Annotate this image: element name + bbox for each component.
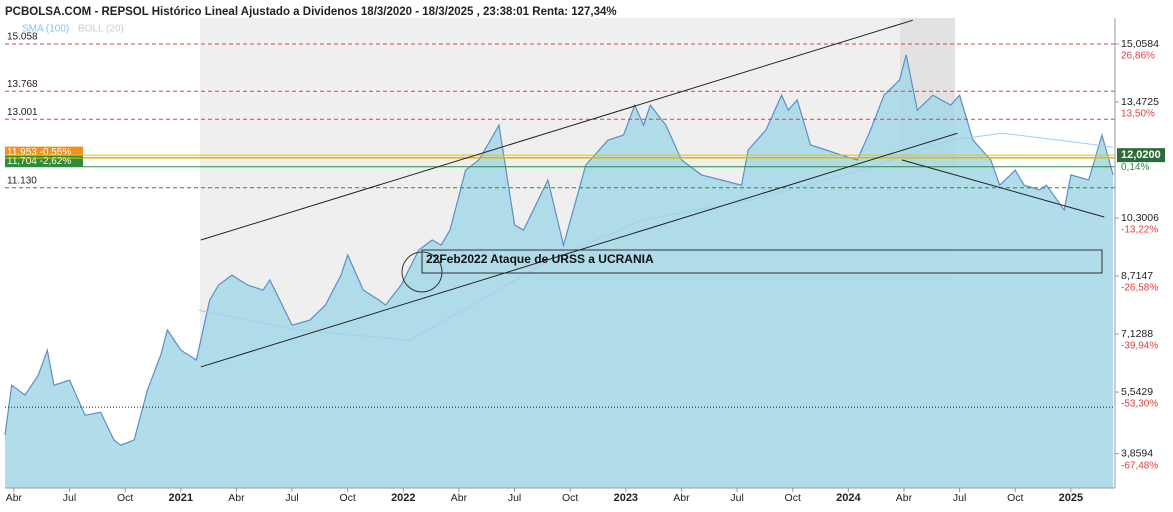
x-tick-label: Jul: [730, 492, 743, 504]
annotation-text: 22Feb2022 Ataque de URSS a UCRANIA: [426, 252, 654, 266]
x-tick-label: Abr: [451, 492, 468, 504]
y-tick-percent: -53,30%: [1121, 399, 1158, 410]
x-tick-label: Abr: [228, 492, 245, 504]
level-label: 11,704 -2,62%: [7, 156, 71, 167]
x-tick-label: 2021: [169, 492, 193, 504]
level-label-box: [5, 155, 83, 167]
y-tick-label: 8,7147: [1121, 270, 1153, 282]
x-tick-label: 2025: [1059, 492, 1083, 504]
level-label: 13.768: [7, 79, 38, 90]
y-tick-label: 10,3006: [1121, 212, 1159, 224]
x-tick-label: 2023: [614, 492, 638, 504]
x-tick-label: Jul: [953, 492, 966, 504]
level-label: 11,953 -0,55%: [7, 147, 71, 158]
y-tick-percent: -39,94%: [1121, 341, 1158, 352]
trendline: [200, 19, 914, 241]
x-tick-label: Jul: [285, 492, 298, 504]
x-tick-label: Abr: [673, 492, 690, 504]
trendline: [200, 132, 958, 368]
annotation-box: [421, 249, 1103, 274]
x-tick-label: Oct: [117, 492, 133, 504]
sma-line: [198, 132, 1114, 341]
y-tick-label: 15,0584: [1121, 38, 1159, 50]
y-tick-percent: 26,86%: [1121, 51, 1155, 62]
level-label-box: [5, 146, 83, 158]
y-tick-percent: -13,22%: [1121, 225, 1158, 236]
y-tick-label: 13,4725: [1121, 96, 1159, 108]
price-line: [4, 54, 1114, 446]
annotation-circle: [401, 251, 443, 293]
y-tick-label: 3,8594: [1121, 447, 1153, 459]
x-tick-label: Jul: [63, 492, 76, 504]
x-tick-label: Oct: [1007, 492, 1023, 504]
trendline: [901, 159, 1105, 218]
y-tick-percent: 13,50%: [1121, 109, 1155, 120]
x-tick-label: Oct: [340, 492, 356, 504]
y-tick-percent: -26,58%: [1121, 283, 1158, 294]
y-tick-percent: -67,48%: [1121, 460, 1158, 471]
level-label: 11.130: [7, 175, 37, 186]
last-change: 0,14%: [1121, 162, 1149, 173]
last-label: 12,0200: [1121, 149, 1161, 161]
x-tick-label: Abr: [896, 492, 913, 504]
y-tick-label: 7,1288: [1121, 328, 1153, 340]
price-area: [5, 54, 1114, 489]
chart-title: PCBOLSA.COM - REPSOL Histórico Lineal Aj…: [5, 6, 617, 18]
y-tick-label: 5,5429: [1121, 386, 1153, 398]
legend-sma: SMA (100): [22, 24, 69, 35]
level-label: 13.001: [7, 107, 38, 118]
x-tick-label: 2024: [836, 492, 861, 504]
x-tick-label: Jul: [508, 492, 521, 504]
last-box: [1117, 148, 1165, 163]
x-tick-label: Abr: [6, 492, 23, 504]
legend-boll: BOLL (20): [78, 24, 124, 35]
x-tick-label: Oct: [785, 492, 801, 504]
level-label: 15.058: [7, 32, 38, 43]
x-tick-label: 2022: [391, 492, 415, 504]
x-tick-label: Oct: [562, 492, 578, 504]
plot: 15.058 13.768 13.001 11,953 -0,55%11,704 -2…: [4, 32, 1115, 489]
